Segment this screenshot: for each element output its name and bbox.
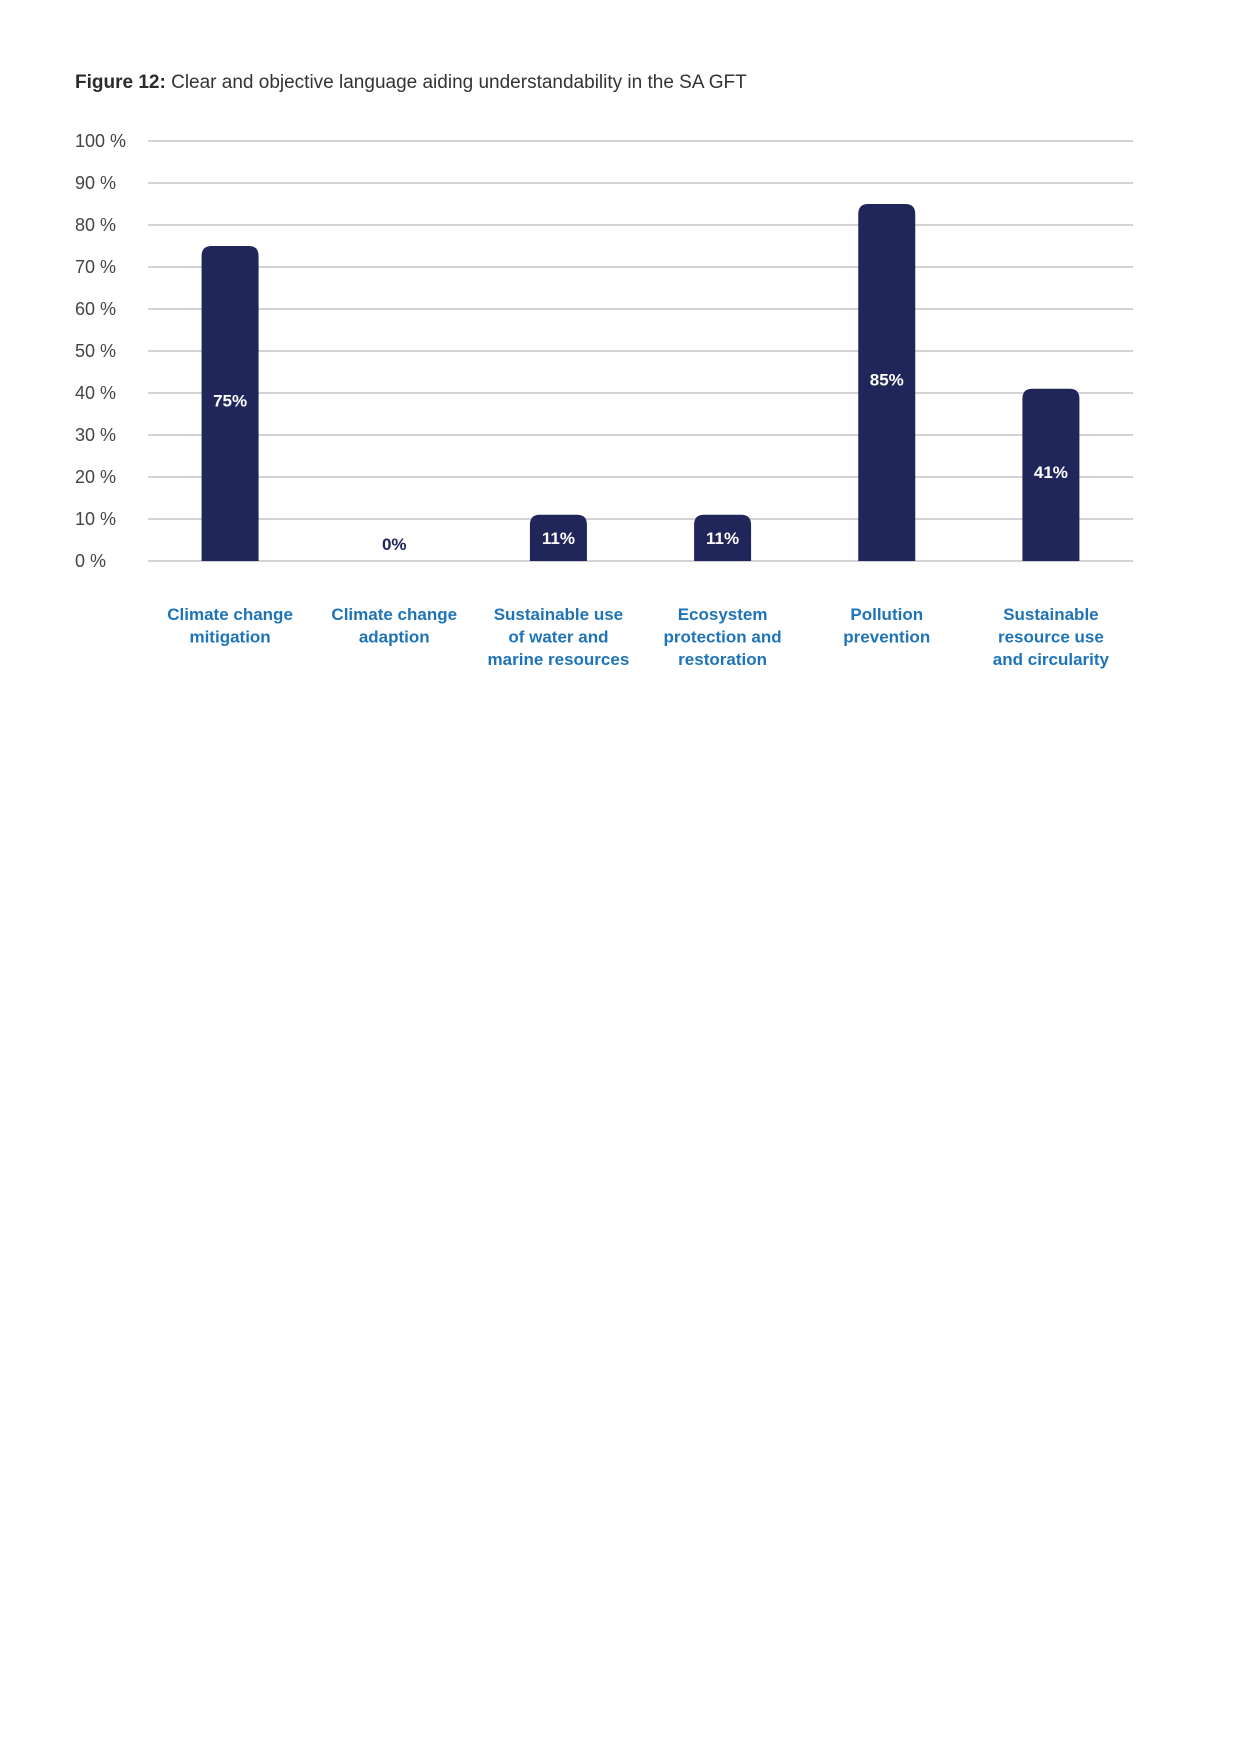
y-tick-label: 100 % [75, 131, 126, 151]
figure-caption: Figure 12: Clear and objective language … [75, 72, 747, 94]
category-label: Climate change mitigation [167, 605, 293, 647]
y-tick-label: 60 % [75, 299, 116, 319]
category-label: Climate change adaption [331, 605, 457, 647]
category-label: Ecosystem protection and restoration [664, 605, 782, 669]
y-tick-label: 80 % [75, 215, 116, 235]
category-label: Sustainable resource use and circularity [993, 605, 1110, 669]
figure-label: Figure 12: [75, 72, 166, 93]
bar [201, 246, 259, 561]
category-label-line: Climate change [331, 605, 457, 624]
y-tick-label: 70 % [75, 257, 116, 277]
bar [1022, 388, 1080, 561]
bar-value-label: 85% [870, 371, 904, 390]
bar-chart: 0 % 10 % 20 % 30 % 40 % 50 % 60 % 70 % 80 % 90 % 1… [75, 131, 1133, 669]
category-label-line: and circularity [993, 650, 1110, 669]
category-label: Pollution prevention [843, 605, 930, 647]
category-label-line: adaption [359, 628, 430, 647]
y-tick-label: 0 % [75, 551, 106, 571]
y-tick-label: 30 % [75, 425, 116, 445]
category-label-line: mitigation [189, 628, 270, 647]
category-label: Sustainable use of water and marine resour… [488, 605, 630, 669]
bar-value-label: 0% [382, 535, 407, 554]
bar-value-label: 75% [213, 392, 247, 411]
category-label-line: Sustainable [1003, 605, 1098, 624]
bar-value-label: 11% [542, 529, 575, 548]
bar [858, 204, 916, 561]
category-label-line: resource use [998, 628, 1104, 647]
category-label-line: Pollution [850, 605, 923, 624]
category-label-line: prevention [843, 628, 930, 647]
y-tick-label: 20 % [75, 467, 116, 487]
bar-value-label: 11% [706, 529, 739, 548]
figure-caption-text: Clear and objective language aiding unde… [171, 72, 747, 93]
category-label-line: protection and [664, 628, 782, 647]
category-labels: Climate change mitigation Climate change ad… [167, 605, 1109, 669]
bars [201, 204, 1080, 561]
y-axis-ticks: 0 % 10 % 20 % 30 % 40 % 50 % 60 % 70 % 80 % 90 % 1… [75, 131, 126, 571]
bar-value-labels: 75% 0% 11% 11% 85% 41% [213, 371, 1068, 555]
y-tick-label: 90 % [75, 173, 116, 193]
category-label-line: Climate change [167, 605, 293, 624]
category-label-line: restoration [678, 650, 767, 669]
bar-value-label: 41% [1034, 463, 1068, 482]
y-tick-label: 50 % [75, 341, 116, 361]
grid-lines [148, 140, 1133, 562]
category-label-line: Sustainable use [494, 605, 623, 624]
bar [694, 514, 752, 561]
category-label-line: marine resources [488, 650, 630, 669]
category-label-line: of water and [508, 628, 608, 647]
bar [529, 514, 587, 561]
y-tick-label: 40 % [75, 383, 116, 403]
y-tick-label: 10 % [75, 509, 116, 529]
category-label-line: Ecosystem [678, 605, 768, 624]
